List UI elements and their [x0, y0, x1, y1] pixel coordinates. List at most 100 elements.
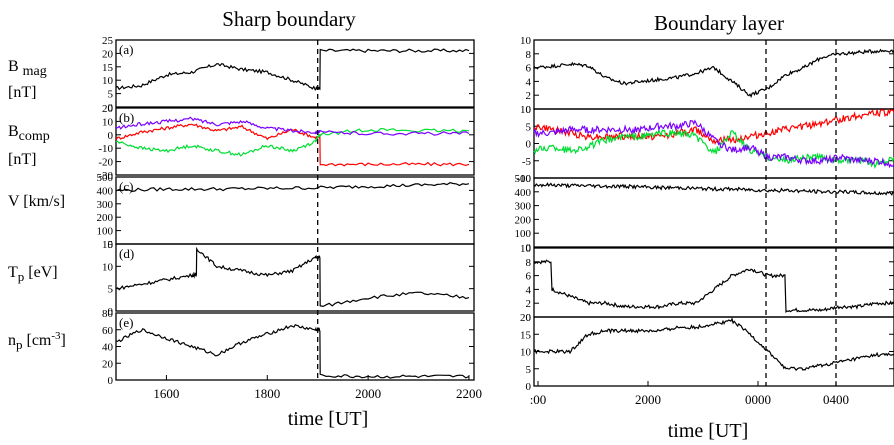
y-tick-label: -30	[98, 170, 113, 182]
x-tick-label: 1600	[153, 386, 179, 401]
y-tick-label: 0	[108, 130, 114, 142]
y-tick-label: 80	[102, 308, 114, 320]
right-series-b-purple	[533, 119, 894, 169]
row-label-bcomp: Bcomp	[8, 123, 50, 144]
y-tick-label: 10	[102, 116, 114, 128]
y-tick-label: 8	[526, 49, 532, 61]
panel-letter: (a)	[119, 42, 133, 57]
y-tick-label: 500	[97, 172, 114, 184]
left-chart: 0510152025(a)-30-20-1001020(b)0100200300…	[97, 35, 482, 401]
y-tick-label: 100	[515, 228, 532, 240]
right-panel-frame	[533, 316, 894, 387]
y-tick-label: 300	[515, 201, 532, 213]
y-tick-label: 6	[526, 271, 532, 283]
x-tick-label: 2200	[456, 386, 482, 401]
panel-letter: (d)	[119, 246, 134, 261]
y-tick-label: 2	[526, 90, 532, 102]
left-series-b-purple	[115, 116, 470, 136]
x-tick-label: :00	[530, 392, 547, 407]
row-label-tp: Tp [eV]	[8, 264, 58, 284]
y-tick-label: 0	[108, 375, 114, 387]
y-tick-label: 60	[102, 325, 114, 337]
y-tick-label: 40	[102, 342, 114, 354]
y-tick-label: 300	[97, 199, 114, 211]
left-series-e-black	[115, 323, 470, 379]
y-tick-label: 10	[102, 261, 114, 273]
right-x-axis-label: time [UT]	[668, 420, 749, 442]
left-panel-e: 0 20 40 60 80 (e)	[102, 308, 475, 387]
y-tick-label: 20	[520, 312, 532, 324]
right-series-b-red	[533, 107, 894, 146]
x-tick-label: 2000	[635, 392, 661, 407]
left-panel-frame	[115, 312, 475, 381]
y-tick-label: 10	[520, 35, 532, 47]
y-tick-label: 400	[515, 187, 532, 199]
y-tick-label: -20	[98, 157, 113, 169]
y-tick-label: 200	[515, 214, 532, 226]
y-tick-label: 10	[520, 243, 532, 255]
y-tick-label: 5	[108, 89, 114, 101]
y-tick-label: 20	[102, 103, 114, 115]
y-tick-label: 4	[526, 76, 532, 88]
right-series-c-black	[533, 182, 894, 196]
y-tick-label: 0	[108, 102, 114, 114]
y-tick-label: 200	[97, 212, 114, 224]
x-tick-label: 1800	[254, 386, 280, 401]
left-series-b-red	[115, 123, 470, 167]
left-series-d-black	[115, 246, 470, 308]
panel-letter: (b)	[119, 110, 134, 125]
y-tick-label: 0	[526, 139, 532, 151]
y-tick-label: 5	[526, 364, 532, 376]
x-tick-label: 0000	[745, 392, 771, 407]
left-series-a-black	[115, 48, 470, 91]
row-label-v: V [km/s]	[8, 193, 65, 210]
row-label-bcomp-unit: [nT]	[8, 151, 36, 168]
right-chart: 0246810-10-50510010020030040050002468100…	[515, 35, 894, 407]
y-tick-label: 5	[108, 284, 114, 296]
y-tick-label: 5	[526, 121, 532, 133]
right-series-d-black	[533, 259, 894, 313]
y-tick-label: -5	[522, 156, 532, 168]
row-label-bmag-unit: [nT]	[8, 84, 36, 101]
right-chart-title: Boundary layer	[654, 11, 784, 35]
y-tick-label: 15	[520, 329, 532, 341]
right-panel-frame	[533, 39, 894, 110]
y-tick-label: 6	[526, 63, 532, 75]
row-label-np: np [cm-3]	[8, 330, 66, 352]
y-tick-label: 0	[526, 104, 532, 116]
y-tick-label: 0	[526, 242, 532, 254]
y-tick-label: 25	[102, 35, 114, 47]
y-tick-label: 10	[520, 347, 532, 359]
y-tick-label: 0	[108, 306, 114, 318]
y-tick-label: 400	[97, 185, 114, 197]
left-panel-frame	[115, 243, 475, 312]
y-tick-label: 500	[515, 173, 532, 185]
y-tick-label: 100	[97, 226, 114, 238]
panel-letter: (e)	[119, 315, 133, 330]
y-tick-label: 15	[102, 239, 114, 251]
y-tick-label: -10	[516, 173, 531, 185]
left-series-c-black	[115, 182, 470, 193]
left-panel-d: 0 5 10 15 (d)	[102, 239, 475, 318]
right-panel-a: 0 2 46 8 10	[520, 35, 894, 116]
y-tick-label: 8	[526, 257, 532, 269]
left-series-b-green	[115, 127, 470, 157]
right-panel-b: -10 -5 0 5 10	[516, 104, 894, 185]
x-tick-label: 2000	[355, 386, 381, 401]
x-tick-label: 0400	[823, 392, 849, 407]
y-tick-label: -10	[98, 143, 113, 155]
left-panel-frame	[115, 107, 475, 176]
right-panel-e: 0 5 10 15 20	[520, 312, 894, 393]
y-tick-label: 10	[102, 75, 114, 87]
left-x-axis-label: time [UT]	[288, 408, 369, 430]
y-tick-label: 10	[520, 104, 532, 116]
y-tick-label: 0	[526, 312, 532, 324]
right-panel-d: 0 2 46 8 10	[520, 243, 894, 324]
left-chart-title: Sharp boundary	[222, 7, 356, 31]
y-tick-label: 20	[102, 48, 114, 60]
